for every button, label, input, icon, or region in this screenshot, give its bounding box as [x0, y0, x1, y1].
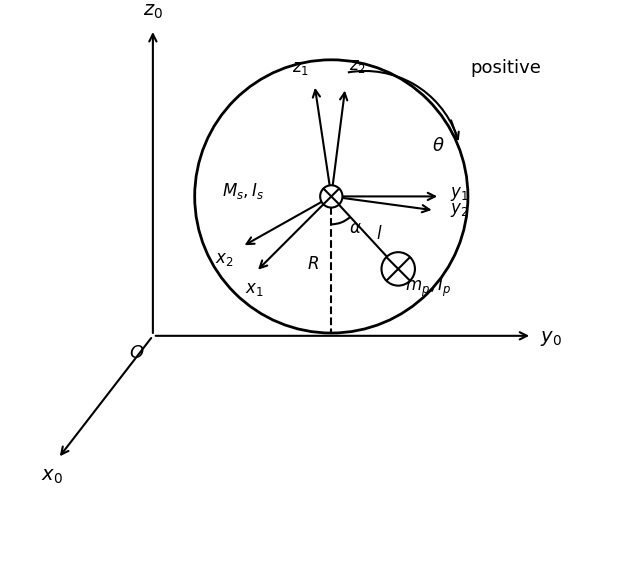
Text: $x_1$: $x_1$ — [245, 280, 263, 298]
Text: $y_0$: $y_0$ — [540, 329, 562, 348]
Text: $x_0$: $x_0$ — [41, 467, 62, 486]
Text: $\theta$: $\theta$ — [431, 137, 444, 155]
Text: $M_s,I_s$: $M_s,I_s$ — [222, 181, 265, 201]
Circle shape — [381, 252, 415, 286]
Circle shape — [320, 185, 342, 207]
Text: $O$: $O$ — [129, 344, 145, 362]
Text: $m_p,I_p$: $m_p,I_p$ — [405, 276, 451, 299]
Text: $l$: $l$ — [376, 225, 383, 243]
Text: $z_0$: $z_0$ — [143, 2, 163, 21]
Text: $R$: $R$ — [307, 255, 319, 274]
Text: $\alpha$: $\alpha$ — [349, 219, 362, 237]
Text: $z_2$: $z_2$ — [349, 57, 366, 75]
Text: $y_2$: $y_2$ — [449, 201, 468, 219]
Text: positive: positive — [471, 59, 541, 77]
Text: $z_1$: $z_1$ — [292, 59, 309, 76]
Text: $x_2$: $x_2$ — [215, 250, 234, 268]
Text: $y_1$: $y_1$ — [449, 185, 468, 202]
